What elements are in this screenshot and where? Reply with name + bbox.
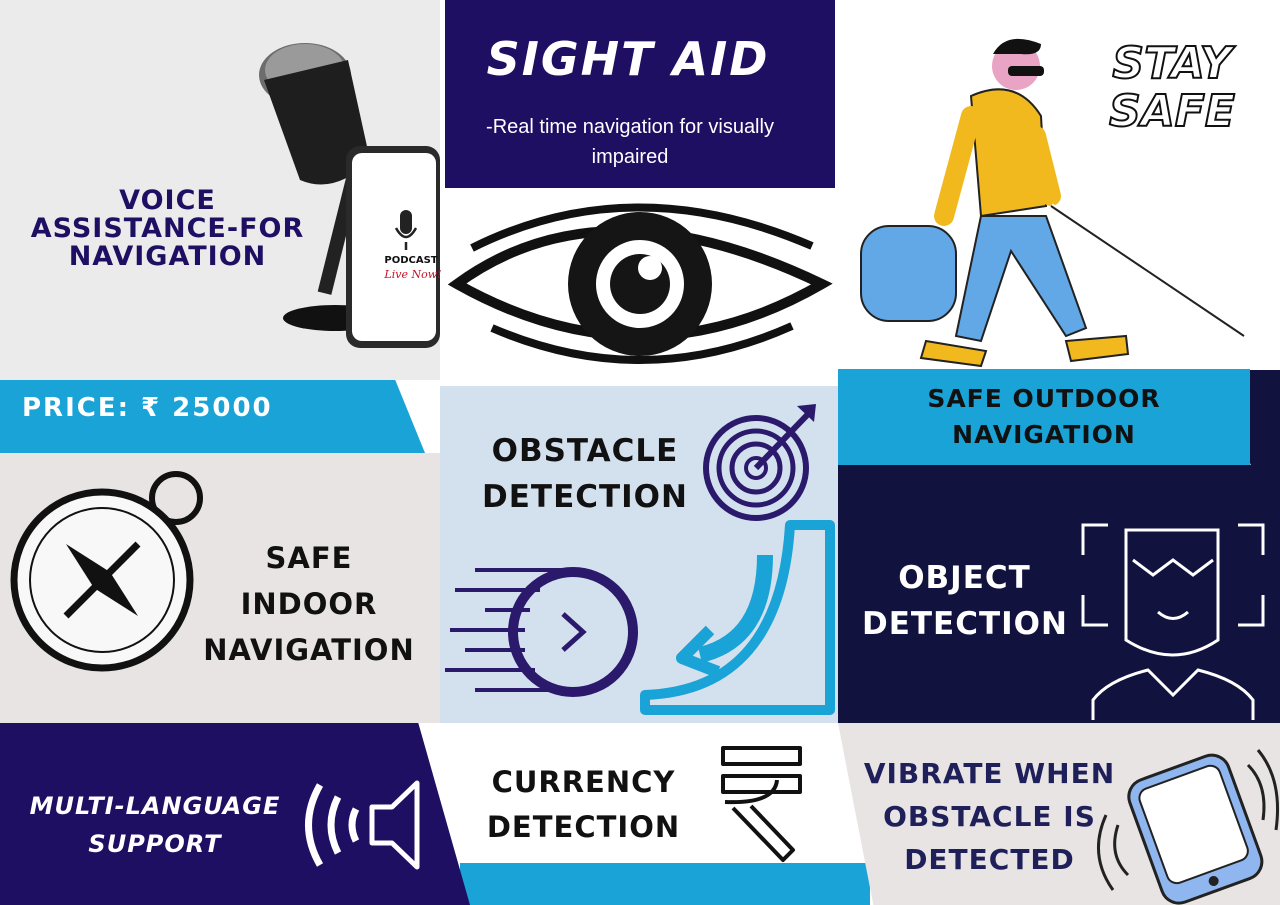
currency-cyan-strip xyxy=(460,863,870,905)
multilang-title-line2: SUPPORT xyxy=(88,830,222,858)
object-panel xyxy=(838,465,1280,723)
title-panel xyxy=(445,0,835,188)
page-subtitle: -Real time navigation for visually impai… xyxy=(486,116,774,168)
vibrate-title-line1: VIBRATE WHEN xyxy=(863,757,1116,790)
outdoor-title-line2: NAVIGATION xyxy=(952,420,1136,449)
outdoor-title: SAFE OUTDOOR NAVIGATION xyxy=(876,381,1212,453)
object-title-line1: OBJECT xyxy=(898,560,1031,596)
compass-icon xyxy=(10,471,203,672)
price-band xyxy=(0,380,425,453)
vibrate-title: VIBRATE WHEN OBSTACLE IS DETECTED xyxy=(862,752,1117,881)
phone-icon xyxy=(346,146,440,348)
face-scan-icon xyxy=(1081,523,1265,720)
vibrate-title-line2: OBSTACLE IS xyxy=(883,800,1096,833)
walking-person-icon xyxy=(860,38,1246,368)
outdoor-band xyxy=(838,369,1250,465)
currency-title-line1: CURRENCY xyxy=(491,765,676,799)
rupee-icon xyxy=(721,746,802,862)
object-title: OBJECT DETECTION xyxy=(862,555,1067,647)
obstacle-panel xyxy=(440,386,838,723)
voice-title-line3: NAVIGATION xyxy=(68,241,267,272)
vibrate-title-line3: DETECTED xyxy=(904,843,1075,876)
ramp-arrow-icon xyxy=(640,520,835,715)
motion-arrow-icon xyxy=(445,567,638,697)
target-icon xyxy=(703,404,816,521)
stay-safe-line1: STAY xyxy=(1111,38,1232,89)
eye-icon xyxy=(447,203,833,364)
multilang-title: MULTI-LANGUAGE SUPPORT xyxy=(10,787,300,863)
outdoor-title-line1: SAFE OUTDOOR xyxy=(927,384,1161,413)
indoor-title-line3: NAVIGATION xyxy=(203,633,415,667)
multilang-title-line1: MULTI-LANGUAGE xyxy=(29,792,281,820)
page-title: SIGHT AID xyxy=(486,32,770,86)
obstacle-title-line1: OBSTACLE xyxy=(491,433,679,469)
voice-title-line2: ASSISTANCE-FOR xyxy=(30,213,305,244)
stay-safe-badge: STAY SAFE xyxy=(1092,38,1252,137)
stay-safe-line2: SAFE xyxy=(1108,86,1236,137)
multilang-panel xyxy=(0,723,470,905)
price-label: PRICE: ₹ 25000 xyxy=(22,393,273,423)
indoor-title-line2: INDOOR xyxy=(240,587,378,621)
voice-title: VOICE ASSISTANCE-FOR NAVIGATION xyxy=(0,187,335,271)
voice-title-line1: VOICE xyxy=(119,185,216,216)
object-title-line2: DETECTION xyxy=(862,606,1068,642)
indoor-title-line1: SAFE xyxy=(265,541,353,575)
speaker-icon xyxy=(305,780,420,870)
vibrating-phone-icon xyxy=(1096,749,1280,905)
obstacle-title-line2: DETECTION xyxy=(482,479,688,515)
currency-title: CURRENCY DETECTION xyxy=(476,760,691,850)
phone-screen-label: PODCAST xyxy=(384,255,438,266)
currency-title-line2: DETECTION xyxy=(486,810,681,844)
phone-screen-tag: Live Now! xyxy=(384,268,442,281)
indoor-title: SAFE INDOOR NAVIGATION xyxy=(200,535,418,673)
obstacle-title: OBSTACLE DETECTION xyxy=(470,428,700,520)
